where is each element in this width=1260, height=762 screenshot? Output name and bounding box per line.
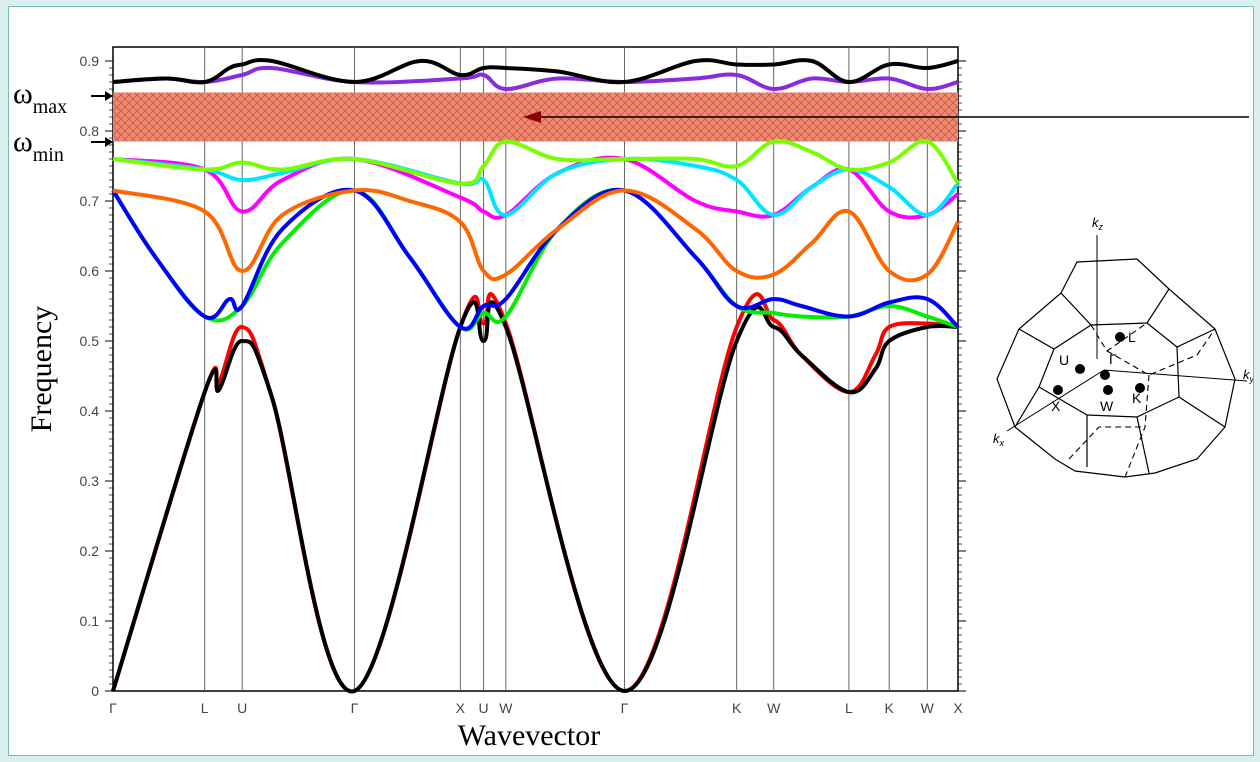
x-tick-label: K [884,700,894,716]
x-tick-label: U [237,700,247,716]
x-tick-label: U [479,700,489,716]
x-tick-label: Γ [109,700,117,716]
x-tick-label: X [953,700,963,716]
x-tick-label: Γ [351,700,359,716]
svg-text:Γ: Γ [1109,351,1117,367]
x-tick-label: Γ [621,700,629,716]
plot-area [112,46,959,692]
x-tick-label: W [767,700,781,716]
svg-text:L: L [1128,329,1136,345]
band-line-5 [112,187,960,283]
y-tick-label: 0 [91,683,99,699]
band-line-8 [112,139,960,186]
svg-text:ωmax: ωmax [13,77,67,118]
omega-min-label: ωmin [13,125,113,166]
gap-arrow [523,111,1249,123]
band-line-2 [111,300,959,694]
svg-text:ky: ky [1243,367,1253,384]
kpoint-gridlines [204,47,928,691]
svg-text:X: X [1051,398,1061,414]
x-tick-label: X [456,700,466,716]
y-tick-label: 0.3 [80,473,100,489]
band-lines [111,58,960,694]
y-tick-label: 0.7 [80,193,100,209]
x-tick-label: L [201,700,209,716]
y-tick-label: 0.9 [80,53,100,69]
y-axis-title: Frequency [25,306,58,433]
brillouin-zone-diagram: kz ky kx [993,215,1253,478]
svg-text:K: K [1132,390,1142,406]
y-tick-label: 0.5 [80,333,100,349]
x-tick-label: K [732,700,742,716]
y-tick-label: 0.8 [80,123,100,139]
svg-text:U: U [1059,352,1069,368]
x-tick-label: W [921,700,935,716]
omega-max-label: ωmax [13,77,113,118]
y-axis-ticks: 0 0.1 0.2 0.3 0.4 0.5 0.6 0.7 0.8 0.9 [80,53,966,699]
x-tick-label: L [845,700,853,716]
svg-text:kz: kz [1092,215,1104,232]
svg-text:kx: kx [993,431,1005,448]
svg-text:ωmin: ωmin [13,125,64,166]
x-axis-title: Wavevector [458,719,601,752]
y-tick-label: 0.4 [80,403,100,419]
svg-text:W: W [1100,398,1114,414]
y-tick-label: 0.1 [80,613,100,629]
y-tick-label: 0.6 [80,263,100,279]
y-tick-label: 0.2 [80,543,100,559]
x-tick-label: W [499,700,513,716]
band-line-10 [112,58,959,85]
band-line-4 [111,187,960,331]
